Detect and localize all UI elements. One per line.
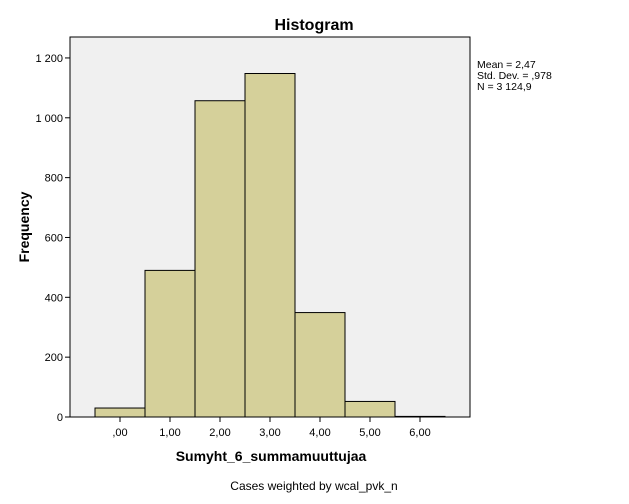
- histogram-bar-3: [244, 73, 296, 418]
- x-tick-label-0: ,00: [112, 427, 127, 439]
- stats-std-dev: Std. Dev. = ,978: [477, 70, 552, 82]
- y-tick-label-6: 1 200: [35, 53, 63, 65]
- weight-footnote: Cases weighted by wcal_pvk_n: [230, 479, 397, 493]
- stats-n: N = 3 124,9: [477, 81, 532, 93]
- histogram-bar-5: [344, 400, 396, 418]
- x-tick-label-2: 2,00: [209, 427, 230, 439]
- histogram-bar-0: [94, 407, 146, 418]
- y-tick-label-0: 0: [57, 412, 63, 424]
- y-tick-label-5: 1 000: [35, 113, 63, 125]
- x-axis-label: Sumyht_6_summamuuttujaa: [176, 448, 367, 464]
- histogram-bar-6: [394, 415, 446, 418]
- histogram-bar-2: [194, 100, 246, 418]
- x-tick-label-3: 3,00: [259, 427, 280, 439]
- histogram-bar-4: [294, 312, 346, 418]
- y-tick-label-1: 200: [45, 352, 63, 364]
- bars-group: [94, 73, 446, 418]
- y-axis-label: Frequency: [16, 191, 32, 262]
- y-tick-label-3: 600: [45, 232, 63, 244]
- y-tick-label-4: 800: [45, 173, 63, 185]
- x-tick-label-6: 6,00: [409, 427, 430, 439]
- stats-mean: Mean = 2,47: [477, 59, 536, 71]
- x-axis: ,00 1,00 2,00 3,00 4,00 5,00 6,00: [112, 417, 431, 439]
- x-tick-label-1: 1,00: [159, 427, 180, 439]
- y-axis: 0 200 400 600 800 1 000 1 200: [35, 53, 70, 424]
- histogram-bar-1: [144, 269, 196, 418]
- chart-title: Histogram: [274, 17, 353, 34]
- x-tick-label-4: 4,00: [309, 427, 330, 439]
- y-tick-label-2: 400: [45, 292, 63, 304]
- x-tick-label-5: 5,00: [359, 427, 380, 439]
